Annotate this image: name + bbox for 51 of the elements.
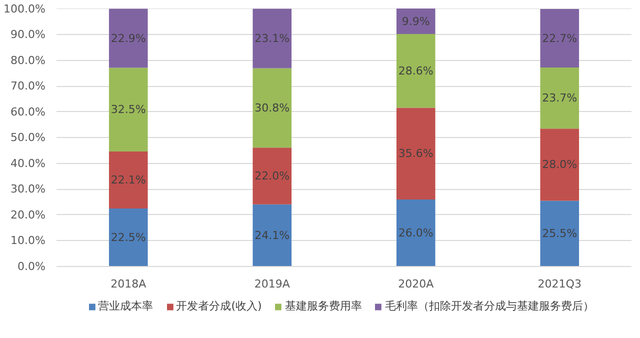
x-tick-label: 2019A (254, 278, 290, 290)
data-label: 23.7% (542, 92, 578, 105)
bar (396, 199, 436, 266)
data-label: 30.8% (254, 101, 290, 114)
y-tick-label: 100.0% (4, 2, 46, 16)
y-tick-label: 60.0% (10, 105, 46, 118)
y-tick-label: 0.0% (18, 260, 46, 273)
legend-label: 毛利率（扣除开发者分成与基建服务费后） (384, 298, 594, 314)
bar (396, 8, 436, 34)
y-tick-label: 20.0% (10, 208, 46, 222)
data-label: 32.5% (110, 103, 146, 116)
data-label: 22.1% (110, 174, 146, 187)
bar (108, 152, 148, 209)
data-label: 22.5% (110, 231, 146, 244)
bar (108, 8, 148, 68)
y-tick-label: 80.0% (10, 54, 46, 67)
data-label: 28.6% (398, 64, 434, 78)
y-tick-label: 10.0% (10, 234, 46, 248)
data-label: 9.9% (402, 14, 430, 28)
bar (252, 204, 292, 266)
data-label: 22.7% (542, 32, 578, 45)
bar (396, 108, 436, 200)
y-tick-label: 40.0% (10, 156, 46, 170)
y-tick-label: 70.0% (10, 80, 46, 93)
x-tick-label: 2018A (110, 278, 147, 290)
bar (540, 200, 580, 266)
bar (252, 148, 292, 204)
bar (252, 8, 292, 68)
y-tick-label: 30.0% (10, 182, 46, 196)
bar (252, 68, 292, 148)
x-tick-label: 2021Q3 (538, 278, 582, 290)
legend-label: 营业成本率 (98, 298, 154, 314)
bar (108, 68, 148, 152)
data-label: 25.5% (542, 227, 578, 240)
bar (396, 34, 436, 108)
data-label: 28.0% (542, 158, 578, 172)
x-tick-label: 2020A (398, 278, 434, 290)
y-tick-label: 90.0% (10, 28, 46, 42)
bar (540, 9, 580, 68)
legend-label: 基建服务费用率 (284, 298, 362, 314)
y-tick-label: 50.0% (10, 131, 46, 144)
data-label: 24.1% (254, 228, 290, 242)
data-label: 35.6% (398, 147, 434, 160)
data-label: 22.0% (254, 170, 290, 183)
data-label: 26.0% (398, 226, 434, 240)
bar (108, 208, 148, 266)
data-label: 23.1% (254, 32, 290, 46)
bar (540, 68, 580, 129)
data-label: 22.9% (110, 32, 146, 45)
bar (540, 128, 580, 201)
legend-label: 开发者分成(收入) (176, 298, 262, 314)
